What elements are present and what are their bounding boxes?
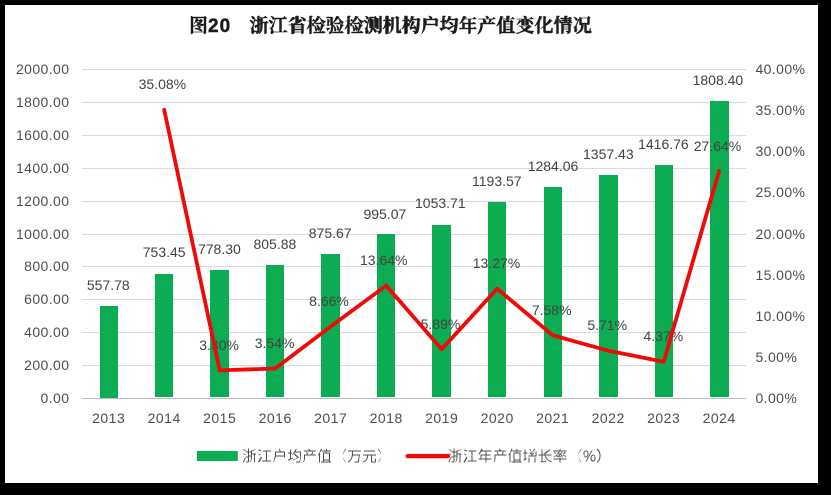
svg-text:20: 20 bbox=[208, 16, 231, 37]
